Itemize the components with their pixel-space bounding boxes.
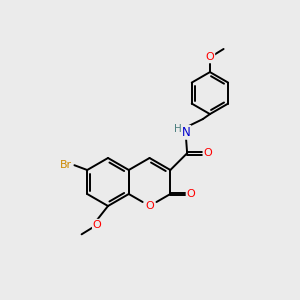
Text: O: O — [204, 148, 212, 158]
Text: O: O — [187, 189, 196, 199]
Text: O: O — [206, 52, 214, 62]
Text: Br: Br — [60, 160, 72, 170]
Text: H: H — [174, 124, 182, 134]
Text: O: O — [145, 201, 154, 211]
Text: N: N — [182, 126, 190, 139]
Text: O: O — [93, 220, 102, 230]
